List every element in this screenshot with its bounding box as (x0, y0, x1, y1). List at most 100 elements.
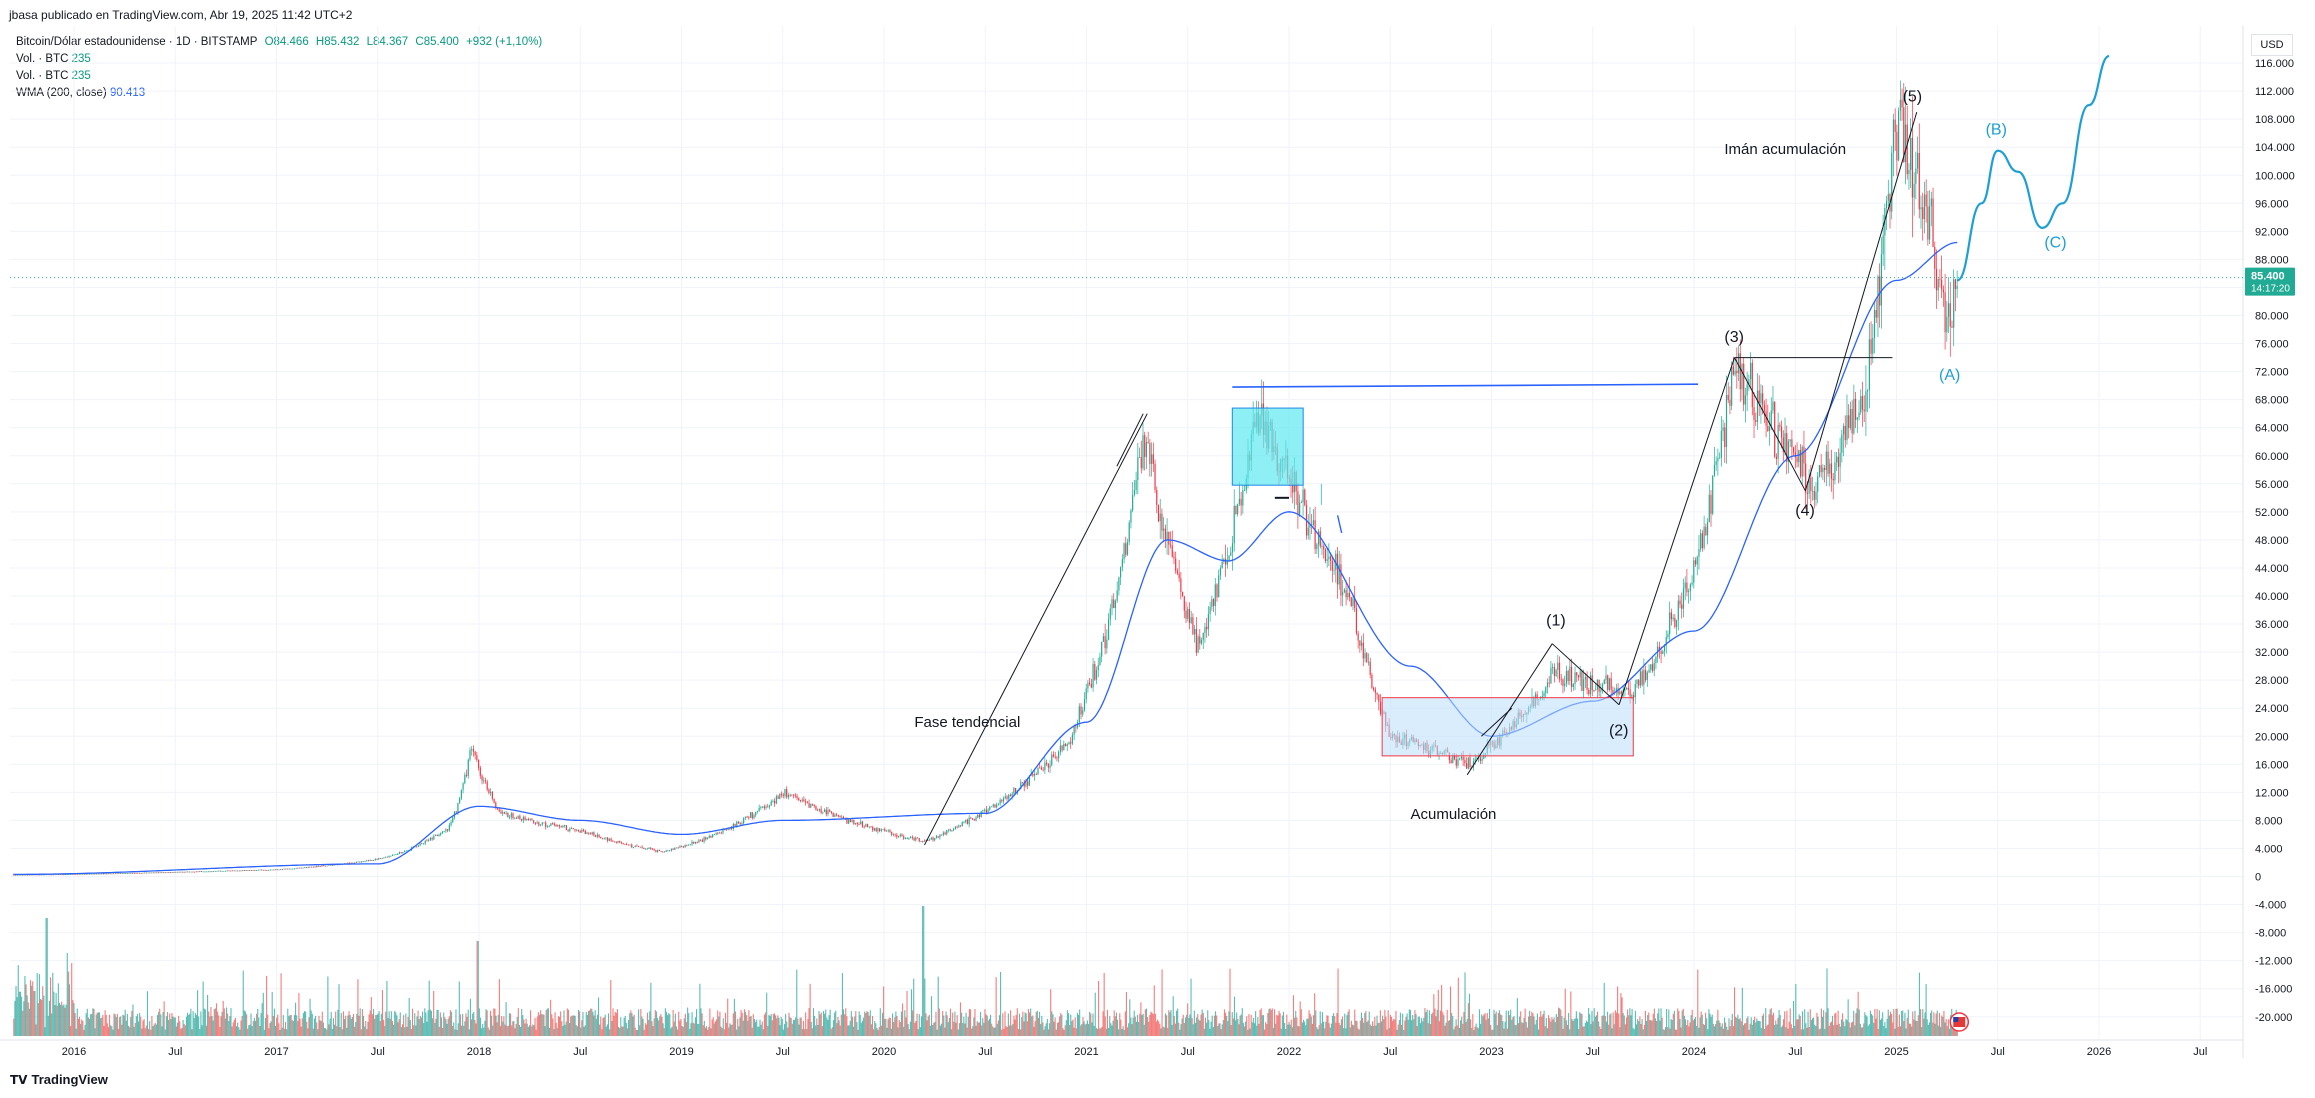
vol-label: Vol. · BTC (16, 70, 69, 82)
volume-bar (342, 1011, 345, 1036)
x-tick-label: 2019 (669, 1046, 693, 1058)
vol-row-1[interactable]: Vol. · BTC 235 (16, 51, 546, 68)
currency-button[interactable]: USD (2251, 34, 2293, 56)
volume-bar (1062, 1028, 1064, 1036)
volume-bar (904, 1010, 906, 1036)
candle-body (1200, 639, 1203, 644)
volume-bar (768, 1014, 770, 1036)
volume-bar (697, 1023, 699, 1036)
candle-body (1211, 599, 1213, 607)
volume-bar (795, 1017, 797, 1036)
candle-body (1142, 435, 1144, 469)
volume-bar (1619, 1027, 1621, 1036)
volume-bar (1067, 1013, 1070, 1036)
candle-body (219, 870, 221, 872)
volume-bar (1481, 1014, 1483, 1036)
volume-bar (605, 1026, 607, 1036)
candle-body (891, 832, 893, 835)
candle-body (903, 836, 905, 839)
volume-bar (1582, 1026, 1584, 1036)
volume-bar (1222, 1019, 1224, 1036)
volume-bar (1131, 1024, 1133, 1036)
volume-bar (868, 1015, 870, 1036)
volume-bar (594, 1010, 596, 1036)
footer-brand[interactable]: 𝗧𝗩 TradingView (10, 1072, 108, 1087)
volume-bar (1431, 1014, 1433, 1036)
candle-body (309, 866, 311, 868)
volume-bar (1535, 1019, 1537, 1036)
vol-row-2[interactable]: Vol. · BTC 235 (16, 68, 546, 85)
volume-bar (487, 1027, 489, 1036)
candle-body (1099, 656, 1101, 666)
volume-bar (414, 1013, 416, 1036)
volume-bar (779, 1025, 781, 1036)
volume-bar (1728, 1018, 1730, 1036)
volume-bar (323, 1027, 326, 1036)
candle-body (1190, 617, 1192, 623)
volume-bar (566, 1008, 568, 1036)
volume-bar (1740, 1021, 1742, 1036)
candle-body (1603, 679, 1605, 684)
volume-bar (1429, 1024, 1432, 1036)
candle-body (1947, 303, 1950, 317)
candle-body (710, 835, 712, 838)
candle-body (1638, 680, 1640, 686)
volume-bar (748, 1010, 750, 1036)
candle-body (1932, 198, 1934, 248)
volume-bar (205, 1025, 208, 1036)
candle-body (727, 829, 729, 831)
candle-body (1371, 674, 1373, 688)
volume-bar (1452, 1016, 1454, 1036)
volume-bar (1708, 1009, 1710, 1036)
volume-bar (1813, 1017, 1815, 1036)
volume-bar (475, 1023, 477, 1036)
volume-bar (890, 1028, 892, 1036)
volume-bar (1458, 1027, 1460, 1036)
candle-body (249, 870, 251, 871)
annotation-label: Imán acumulación (1724, 141, 1846, 158)
volume-bar (1919, 1009, 1922, 1036)
candle-body (774, 800, 776, 804)
candle-body (1639, 671, 1642, 686)
volume-bar (1779, 1014, 1781, 1036)
candle-body (378, 858, 380, 860)
volume-bar (1683, 1015, 1685, 1036)
wma-row[interactable]: WMA (200, close) 90.413 (16, 85, 546, 102)
candle-body (626, 844, 628, 846)
volume-bar (86, 1008, 88, 1036)
candle-body (768, 805, 771, 808)
volume-bar (1825, 1012, 1827, 1036)
candle-body (1920, 207, 1922, 210)
candle-body (977, 814, 979, 818)
candle-body (66, 874, 68, 876)
candle-body (1218, 575, 1220, 598)
candle-body (357, 861, 359, 863)
volume-bar (47, 1015, 49, 1036)
y-tick-label: 24.000 (2255, 703, 2289, 715)
volume-bar (1686, 1025, 1688, 1036)
candle-body (1238, 498, 1240, 505)
candle-body (1336, 553, 1339, 585)
x-axis-labels: 2016 Jul 2017 Jul 2018 Jul 2019 Jul 2020 Jul 2021 J… (62, 1046, 2208, 1058)
volume-bar (1098, 980, 1100, 1036)
volume-bar (249, 1024, 251, 1036)
candle-body (223, 870, 225, 872)
volume-bar (1084, 1024, 1086, 1036)
volume-bar (1756, 1018, 1758, 1036)
volume-bar (827, 1019, 829, 1036)
volume-bar (1461, 1016, 1463, 1036)
volume-bar (1524, 1008, 1526, 1036)
candle-body (1887, 194, 1889, 201)
symbol-row[interactable]: Bitcoin/Dólar estadounidense · 1D · BITS… (16, 34, 546, 51)
volume-bar (1200, 1014, 1202, 1036)
candle-body (64, 874, 67, 876)
volume-bar (718, 1016, 720, 1036)
candle-body (402, 852, 404, 853)
volume-bar (171, 1013, 173, 1036)
volume-bar (728, 1027, 730, 1036)
volume-bar (1564, 988, 1566, 1036)
volume-bar (961, 1012, 963, 1036)
volume-bar (176, 1022, 179, 1036)
volume-bar (31, 985, 33, 1036)
